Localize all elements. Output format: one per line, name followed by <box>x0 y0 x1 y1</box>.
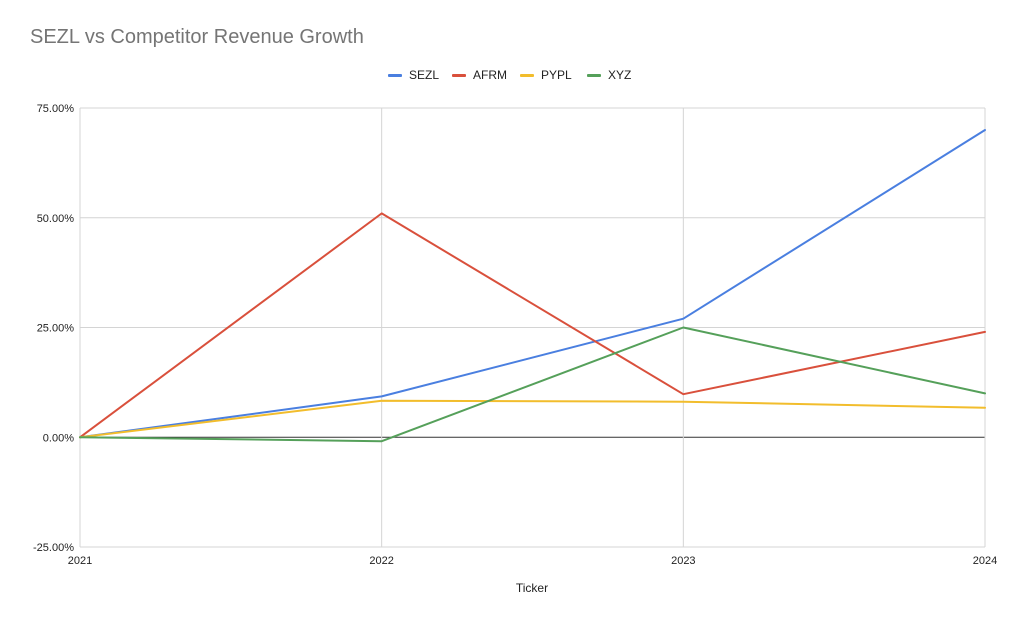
legend-swatch-xyz <box>587 73 601 77</box>
y-tick-label: -25.00% <box>33 542 74 554</box>
legend-label-xyz: XYZ <box>608 68 632 82</box>
y-tick-label: 0.00% <box>43 432 74 444</box>
legend-label-sezl: SEZL <box>409 68 440 82</box>
legend-swatch-pypl <box>520 73 534 77</box>
chart-legend: SEZL AFRM PYPL XYZ <box>0 64 1011 86</box>
legend-item-pypl[interactable]: PYPL <box>520 64 572 86</box>
x-tick-label: 2022 <box>369 555 393 567</box>
legend-label-afrm: AFRM <box>473 68 507 82</box>
legend-item-xyz[interactable]: XYZ <box>587 64 631 86</box>
y-tick-label: 25.00% <box>37 323 75 335</box>
x-tick-label: 2021 <box>68 555 92 567</box>
series-line-afrm <box>79 212 986 439</box>
x-axis-title: Ticker <box>516 581 548 595</box>
series-line-pypl <box>79 399 986 439</box>
y-tick-label: 50.00% <box>37 213 75 225</box>
x-tick-label: 2024 <box>973 555 997 567</box>
legend-item-sezl[interactable]: SEZL <box>388 64 439 86</box>
x-tick-label: 2023 <box>671 555 695 567</box>
legend-swatch-afrm <box>452 73 466 77</box>
series-line-sezl <box>79 129 986 439</box>
legend-item-afrm[interactable]: AFRM <box>452 64 507 86</box>
chart-title: SEZL vs Competitor Revenue Growth <box>30 26 364 48</box>
legend-label-pypl: PYPL <box>541 68 572 82</box>
y-tick-label: 75.00% <box>37 103 75 115</box>
series-line-xyz <box>79 326 986 443</box>
legend-swatch-sezl <box>388 73 402 77</box>
